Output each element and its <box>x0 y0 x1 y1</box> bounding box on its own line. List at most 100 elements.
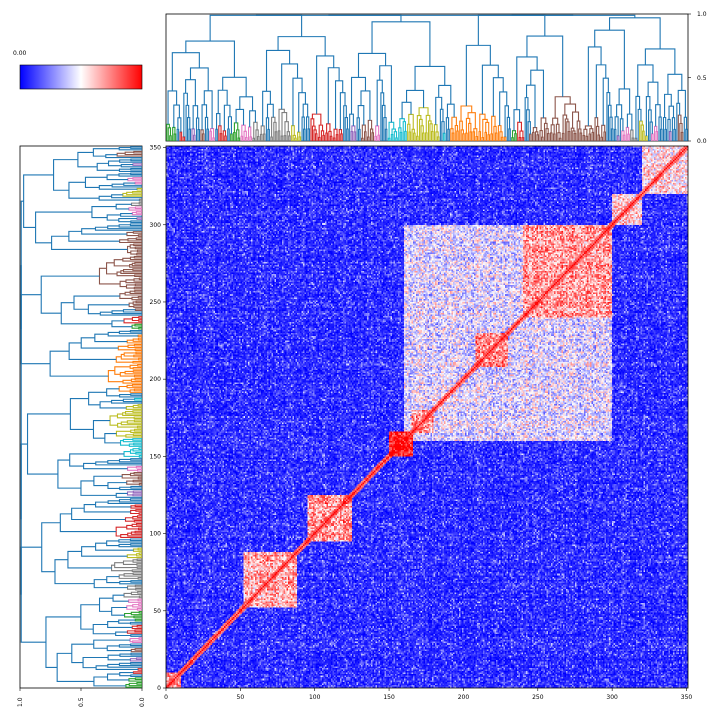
left-dendrogram-link <box>54 559 95 585</box>
heatmap-x-axis: 0 50 100 150 200 250 300 350 <box>164 688 692 701</box>
left-dendrogram-link <box>131 316 139 322</box>
left-dendrogram-link <box>137 334 142 338</box>
left-dendrogram-link <box>133 472 142 475</box>
top-dendrogram-link <box>421 132 425 141</box>
left-dendrogram-link <box>124 411 142 415</box>
top-dendrogram-link <box>676 102 681 141</box>
left-dendrogram-link <box>133 305 142 308</box>
top-dendrogram-link <box>479 113 486 132</box>
left-dendrogram-link <box>132 404 142 409</box>
left-dendrogram-link <box>92 420 111 439</box>
left-dendrogram-link <box>138 326 142 330</box>
left-dendrogram-link <box>130 485 142 489</box>
top-dendrogram-link <box>267 128 270 141</box>
top-dendrogram-link <box>173 133 177 141</box>
top-dendrogram-link <box>177 117 182 133</box>
top-dendrogram-link <box>416 115 422 137</box>
left-dendrogram-link <box>135 465 142 469</box>
top-dendro-tick-label: 1.0 <box>697 11 707 18</box>
top-dendrogram: 0.0 0.5 1.0 <box>165 11 707 145</box>
top-dendrogram-link <box>203 90 213 129</box>
left-dendrogram-link <box>138 527 142 531</box>
left-dendrogram-link <box>130 652 142 656</box>
top-dendrogram-link <box>298 136 302 141</box>
left-dendrogram-link <box>136 607 142 611</box>
left-dendrogram-link <box>134 584 142 588</box>
x-tick-label: 200 <box>458 694 470 701</box>
top-dendrogram-link <box>642 130 645 141</box>
left-dendrogram-link <box>132 231 142 234</box>
top-dendrogram-link <box>401 101 412 119</box>
top-dendrogram-link <box>215 128 218 141</box>
top-dendrogram-link <box>265 49 291 92</box>
top-dendrogram-link <box>356 117 360 141</box>
top-dendrogram-link <box>637 108 642 141</box>
left-dendrogram-link <box>134 648 142 651</box>
left-dendrogram-link <box>136 682 142 685</box>
top-dendrogram-link <box>297 131 301 141</box>
top-dendrogram-link <box>188 128 192 141</box>
top-dendrogram-link <box>167 90 178 125</box>
left-dendrogram-link <box>92 148 120 157</box>
left-dendrogram-link <box>51 235 128 251</box>
left-dendrogram-link <box>133 419 142 423</box>
left-dendrogram-link <box>137 476 142 480</box>
left-dendrogram-link <box>134 377 142 381</box>
top-dendrogram-link <box>508 128 511 141</box>
top-dendrogram-link <box>651 133 654 141</box>
left-dendrogram-link <box>138 319 142 322</box>
y-tick-label: 150 <box>150 453 162 460</box>
left-dendrogram-link <box>137 234 142 237</box>
x-tick-label: 50 <box>237 694 245 701</box>
left-dendrogram-link <box>135 237 142 240</box>
left-dendrogram-link <box>119 486 142 491</box>
left-dendrogram-link <box>117 422 138 428</box>
top-dendrogram-link <box>416 135 419 141</box>
left-dendrogram-link <box>116 413 135 419</box>
left-dendrogram-link <box>129 364 138 369</box>
top-dendrogram-link <box>371 132 375 141</box>
left-dendrogram-link <box>137 337 142 341</box>
top-dendrogram-link <box>259 133 263 141</box>
left-dendrogram-link <box>138 316 142 319</box>
top-dendrogram-link <box>631 137 635 141</box>
top-dendrogram-link <box>619 118 624 141</box>
top-dendrogram-link <box>573 133 577 141</box>
left-dendrogram-link <box>138 512 142 515</box>
top-dendrogram-link <box>252 137 256 141</box>
top-dendrogram-link <box>363 131 367 141</box>
top-dendrogram-link <box>327 67 340 124</box>
left-dendrogram-link <box>119 293 133 300</box>
top-dendrogram-link <box>358 128 361 141</box>
y-tick-label: 250 <box>150 299 162 306</box>
top-dendrogram-link <box>371 21 431 67</box>
top-dendrogram-link <box>606 92 611 141</box>
top-dendrogram-link <box>640 124 644 141</box>
left-dendrogram-link <box>134 181 142 185</box>
top-dendrogram-link <box>185 40 235 78</box>
top-dendrogram-link <box>519 130 524 138</box>
top-dendrogram-link <box>465 132 468 141</box>
top-dendrogram-link <box>447 128 450 141</box>
left-dendrogram-link <box>133 428 142 432</box>
top-dendrogram-link <box>270 136 273 141</box>
left-dendrogram-link <box>115 631 131 637</box>
left-dendrogram-link <box>132 493 142 497</box>
top-dendrogram-link <box>339 92 346 130</box>
left-dendrogram-link <box>132 438 142 441</box>
left-dendrogram-link <box>107 370 124 383</box>
top-dendrogram-link <box>281 112 288 137</box>
top-dendrogram-link <box>335 134 339 141</box>
left-dendrogram-axis: 1.0 0.5 0.0 <box>17 688 146 707</box>
top-dendrogram-link <box>176 128 180 141</box>
left-dendrogram-link <box>114 562 138 569</box>
top-dendrogram-link <box>374 135 377 141</box>
left-dendrogram-link <box>128 302 134 308</box>
top-dendrogram-link <box>477 14 546 46</box>
left-dendrogram-link <box>130 458 142 461</box>
top-dendrogram-link <box>450 128 454 141</box>
left-dendrogram-link <box>138 447 142 450</box>
top-dendrogram-link <box>451 116 457 129</box>
left-dendrogram-link <box>106 576 120 584</box>
